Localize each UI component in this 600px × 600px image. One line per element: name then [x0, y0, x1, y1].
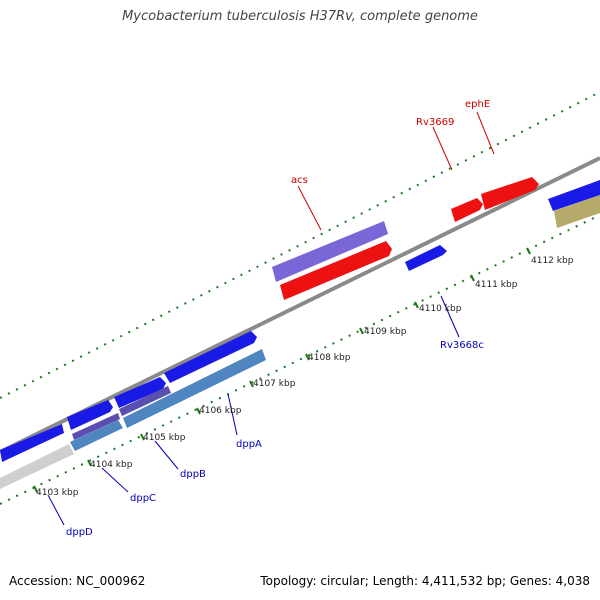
- ruler-major-ticks: [33, 247, 531, 493]
- gene-acs-arrow[interactable]: [280, 241, 392, 300]
- kbp-label: 4106 kbp: [199, 406, 242, 416]
- gene-label-Rv3669[interactable]: Rv3669: [416, 117, 454, 128]
- gene-label-Rv3668c[interactable]: Rv3668c: [440, 340, 484, 351]
- operon-band-steel-1: [70, 420, 123, 451]
- olive-feature-band: [554, 195, 600, 228]
- kbp-label: 4108 kbp: [308, 353, 351, 363]
- kbp-label: 4111 kbp: [475, 280, 518, 290]
- gene-ephE-arrow[interactable]: [481, 177, 539, 210]
- gene-acs-purple-band[interactable]: [272, 221, 388, 282]
- gene-label-acs[interactable]: acs: [291, 175, 308, 186]
- gene-dppC-arrow[interactable]: [67, 400, 113, 430]
- operon-band-purple-1: [72, 413, 120, 440]
- operon-band-grey: [0, 444, 74, 489]
- kbp-label: 4110 kbp: [419, 304, 462, 314]
- outer-tick-track: [0, 91, 600, 399]
- kbp-label: 4109 kbp: [364, 327, 407, 337]
- gene-label-dppC[interactable]: dppC: [130, 493, 156, 504]
- gene-dppD-arrow[interactable]: [0, 424, 64, 462]
- kbp-label: 4105 kbp: [143, 433, 186, 443]
- kbp-label: 4107 kbp: [253, 379, 296, 389]
- kbp-label: 4103 kbp: [36, 488, 79, 498]
- topology-text: Topology: circular; Length: 4,411,532 bp…: [260, 574, 590, 588]
- gene-Rv3668c-arrow[interactable]: [405, 245, 447, 271]
- gene-label-dppA[interactable]: dppA: [236, 439, 262, 450]
- gene-forward-edge-arrow[interactable]: [548, 180, 600, 211]
- operon-band-purple-2: [119, 386, 171, 416]
- gene-dppB-arrow[interactable]: [114, 377, 166, 408]
- operon-band-steel-2: [123, 349, 266, 428]
- kbp-label: 4104 kbp: [90, 460, 133, 470]
- kbp-label: 4112 kbp: [531, 256, 574, 266]
- callout-lines: [47, 111, 495, 526]
- gene-label-dppB[interactable]: dppB: [180, 469, 206, 480]
- map-title: Mycobacterium tuberculosis H37Rv, comple…: [122, 9, 478, 24]
- genome-backbone: [0, 156, 600, 454]
- accession-text: Accession: NC_000962: [9, 574, 146, 588]
- gene-label-dppD[interactable]: dppD: [66, 527, 93, 538]
- gene-dppA-arrow[interactable]: [164, 331, 257, 383]
- gene-label-ephE[interactable]: ephE: [465, 99, 490, 110]
- gene-Rv3669-arrow[interactable]: [451, 198, 483, 222]
